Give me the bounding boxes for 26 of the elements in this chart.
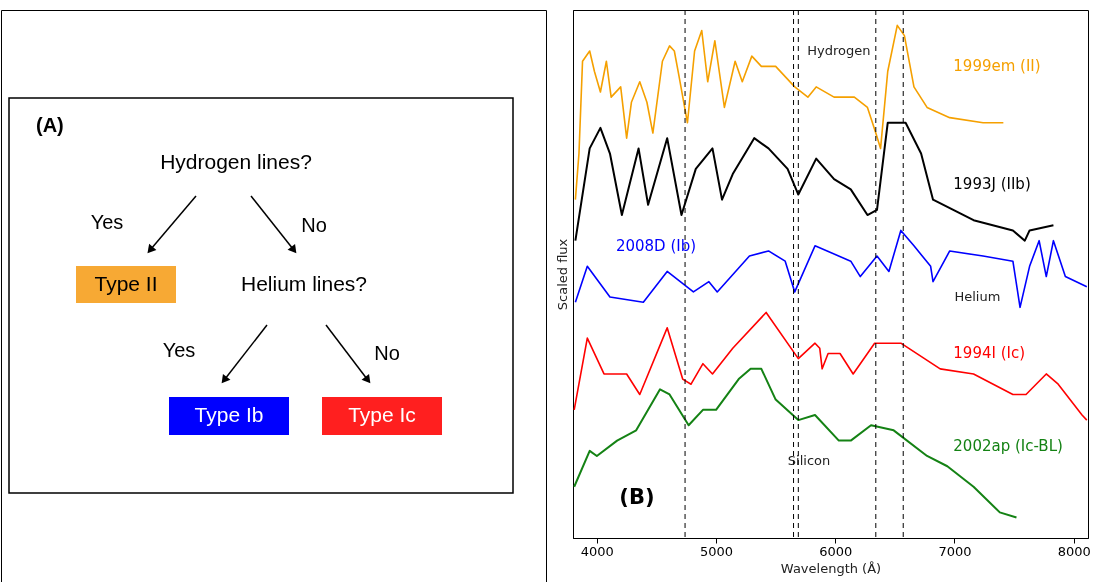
x-tick-label: 4000 [580, 543, 614, 559]
annotation: Helium [954, 289, 1001, 305]
annotation: (B) [619, 485, 655, 509]
text: Yes [162, 339, 196, 361]
annotation: Hydrogen [807, 43, 871, 59]
category-label: Type Ib [194, 403, 264, 426]
text: No [301, 214, 327, 236]
text: (A) [36, 114, 64, 136]
series-label: 1994I (Ic) [953, 344, 1026, 363]
series-label: 2008D (Ib) [615, 236, 697, 255]
x-tick-label: 8000 [1057, 543, 1091, 559]
text: Helium lines? [240, 272, 368, 295]
x-tick-label: 7000 [938, 543, 972, 559]
series-label: 2002ap (Ic-BL) [953, 436, 1063, 455]
x-tick-label: 6000 [819, 543, 853, 559]
text: 1999em (II) [953, 57, 1041, 76]
annotation: Silicon [787, 453, 831, 469]
category-label: Type II [94, 271, 158, 295]
x-axis-title: Wavelength (Å) [780, 560, 882, 576]
text: No [374, 342, 400, 364]
category-label: Type Ic [348, 403, 416, 426]
series-label: 1993J (IIb) [953, 175, 1031, 194]
x-tick-label: 5000 [700, 543, 734, 559]
text: Yes [90, 211, 124, 233]
text: Hydrogen lines? [160, 150, 312, 173]
y-axis-title: Scaled flux [554, 238, 570, 311]
